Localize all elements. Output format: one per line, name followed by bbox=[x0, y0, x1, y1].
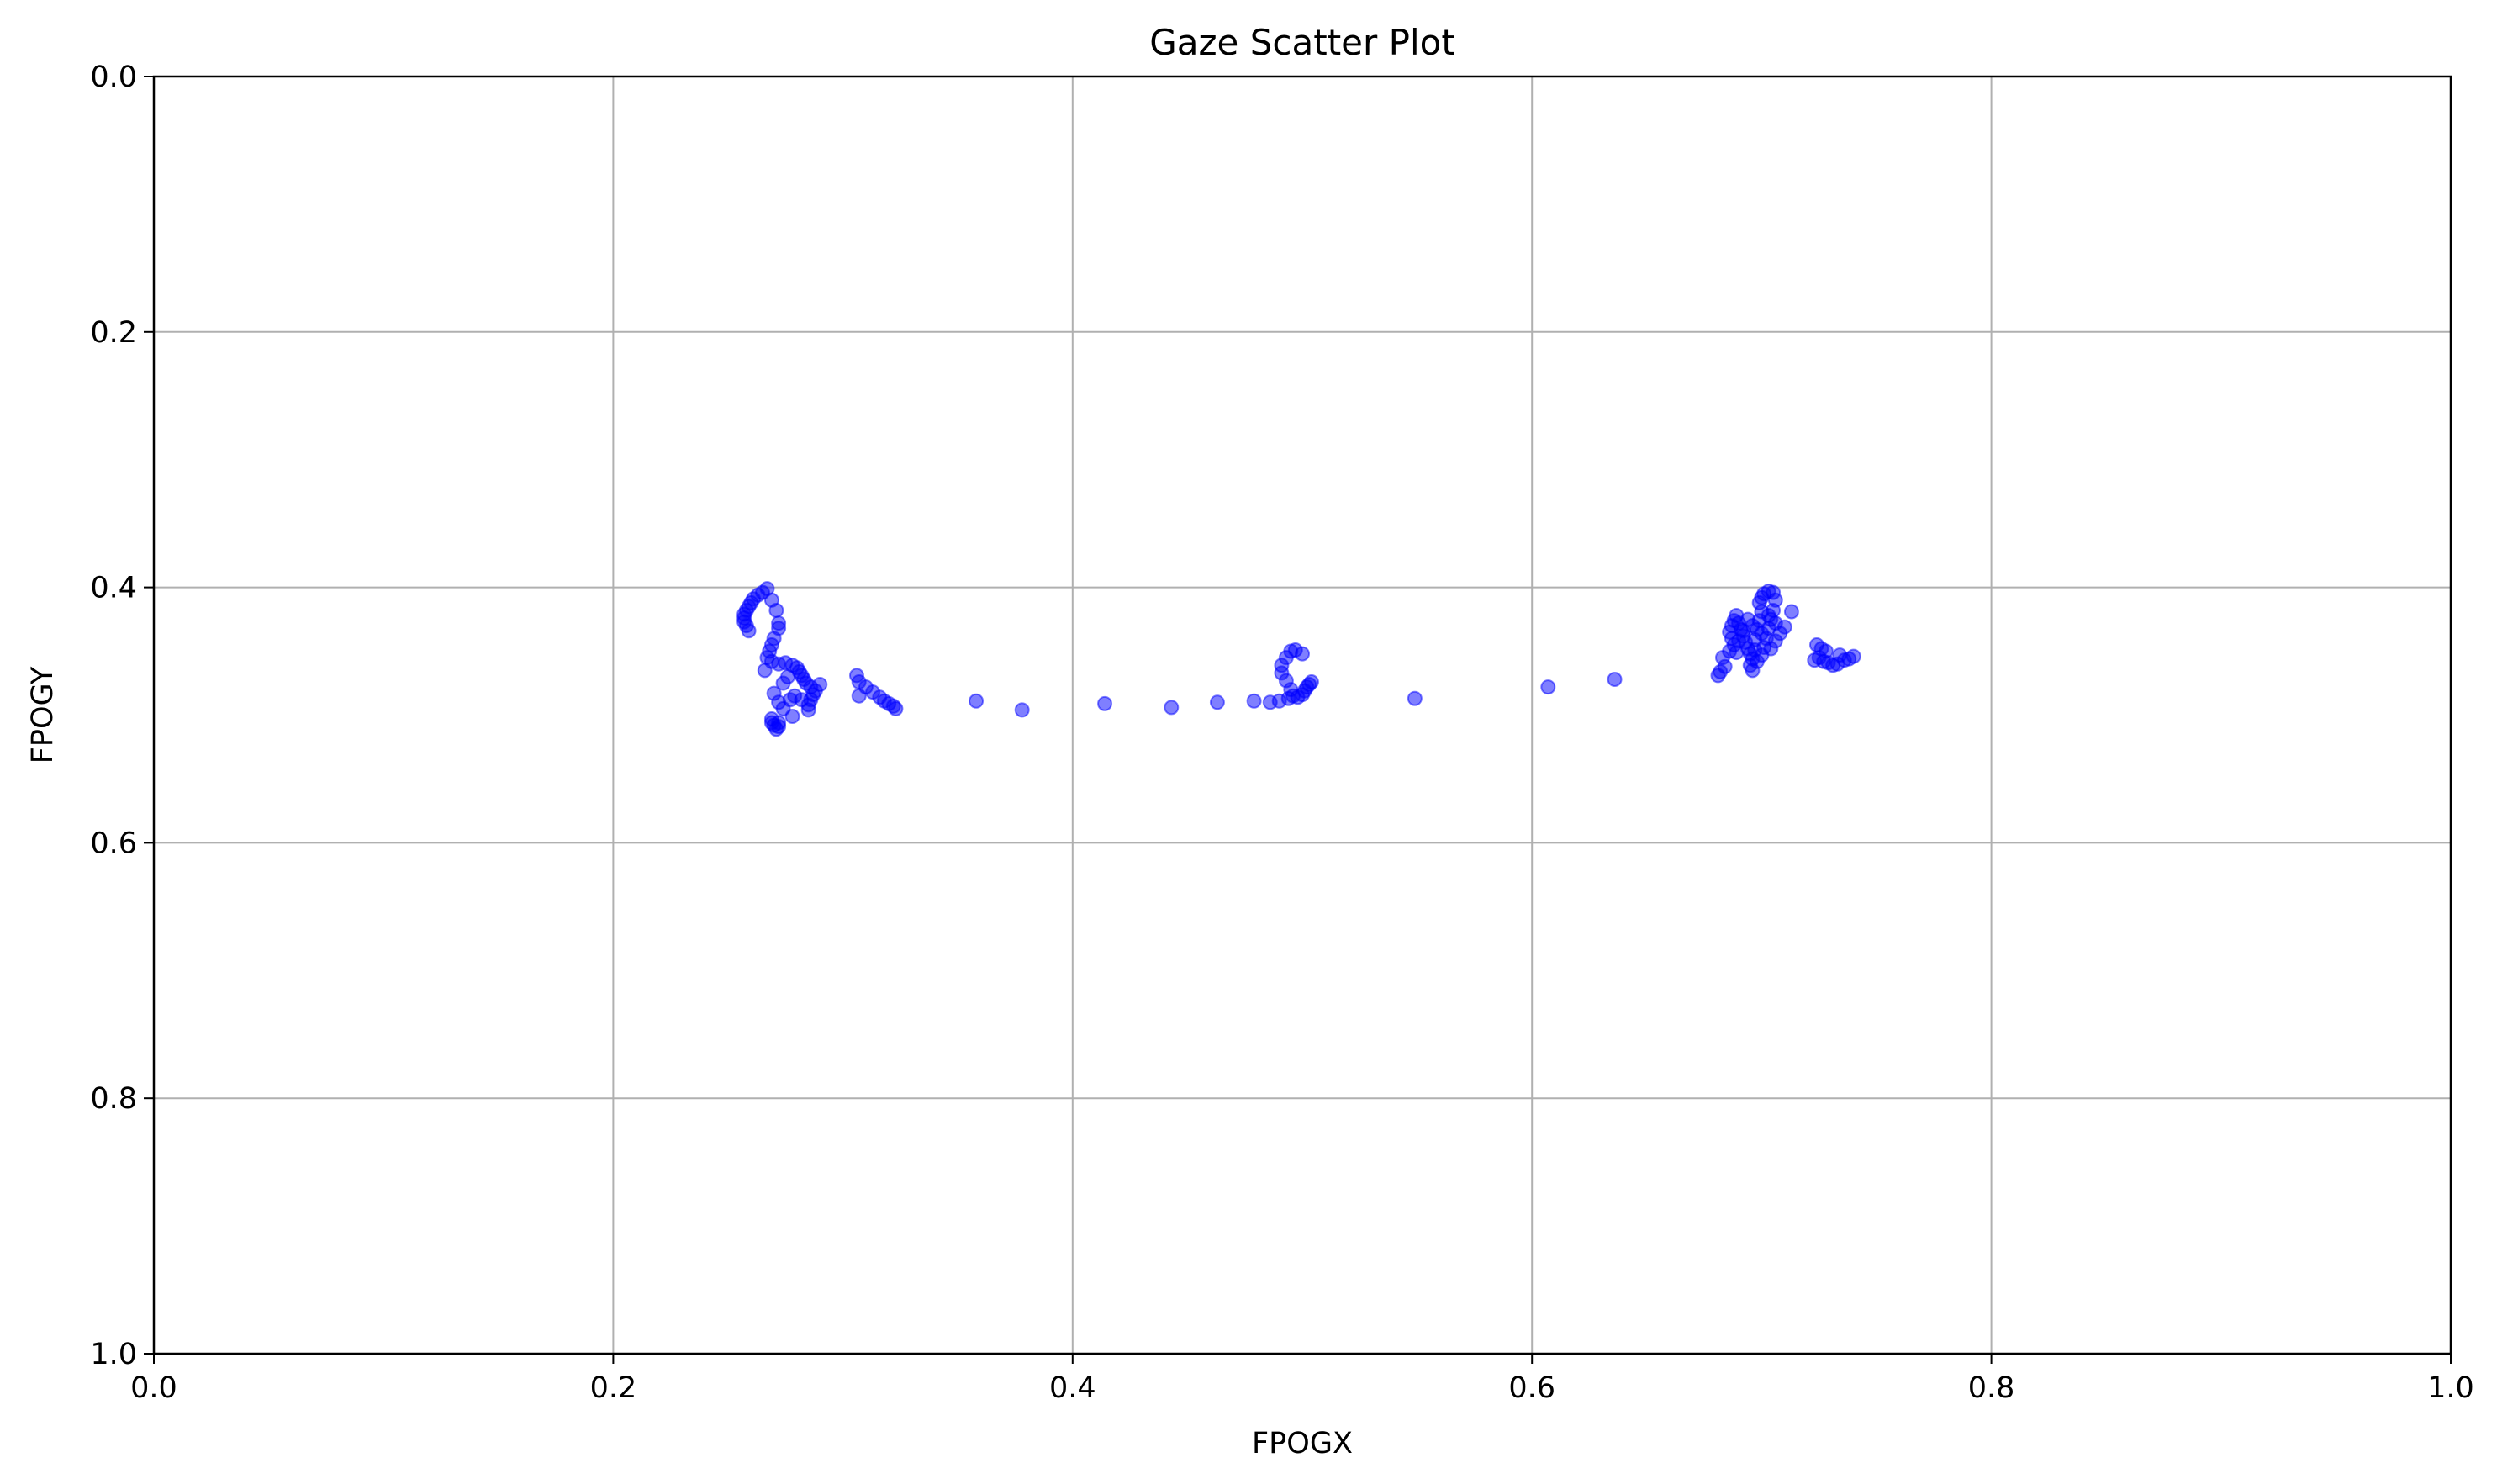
scatter-point bbox=[1807, 652, 1823, 668]
x-tick-label: 0.6 bbox=[1508, 1371, 1555, 1405]
scatter-point bbox=[1303, 674, 1319, 690]
scatter-point bbox=[1209, 694, 1225, 710]
scatter-point bbox=[1761, 608, 1776, 624]
scatter-point bbox=[851, 688, 867, 704]
scatter-point bbox=[757, 663, 773, 679]
y-tick-label: 0.2 bbox=[90, 316, 137, 350]
x-tick-label: 0.2 bbox=[590, 1371, 637, 1405]
chart-title: Gaze Scatter Plot bbox=[1149, 22, 1455, 63]
scatter-point bbox=[768, 602, 784, 618]
plot-area bbox=[154, 77, 2451, 1354]
scatter-point bbox=[1097, 695, 1113, 711]
y-tick-label: 0.4 bbox=[90, 572, 137, 605]
y-tick-label: 0.0 bbox=[90, 61, 137, 94]
scatter-point bbox=[1845, 648, 1861, 664]
y-axis-label: FPOGY bbox=[26, 666, 60, 763]
scatter-point bbox=[1783, 604, 1799, 620]
x-axis-label: FPOGX bbox=[1252, 1427, 1353, 1460]
scatter-point bbox=[771, 715, 787, 731]
x-tick-label: 0.8 bbox=[1968, 1371, 2015, 1405]
scatter-point bbox=[1164, 700, 1180, 716]
scatter-point bbox=[1295, 646, 1310, 662]
scatter-point bbox=[1607, 671, 1623, 687]
scatter-point bbox=[812, 677, 828, 693]
x-tick-label: 0.0 bbox=[130, 1371, 177, 1405]
scatter-point bbox=[1014, 702, 1030, 718]
x-tick-label: 0.4 bbox=[1049, 1371, 1096, 1405]
scatter-point bbox=[800, 702, 816, 718]
y-tick-label: 0.8 bbox=[90, 1082, 137, 1116]
scatter-point bbox=[888, 700, 904, 716]
y-tick-label: 0.6 bbox=[90, 826, 137, 860]
scatter-point bbox=[1729, 645, 1745, 661]
scatter-point bbox=[1407, 690, 1423, 706]
scatter-point bbox=[969, 693, 985, 709]
scatter-point bbox=[1540, 679, 1556, 695]
x-tick-label: 1.0 bbox=[2427, 1371, 2474, 1405]
y-tick-label: 1.0 bbox=[90, 1338, 137, 1371]
plot-frame bbox=[152, 75, 2452, 1355]
scatter-point bbox=[741, 623, 757, 639]
scatter-point bbox=[775, 675, 791, 691]
axis-ticks: 0.0 0.2 0.4 0.6 0.8 1.00.00.20.40.60.81.0 bbox=[90, 61, 2474, 1405]
data-points bbox=[736, 581, 1861, 737]
scatter-point bbox=[784, 709, 800, 725]
scatter-point bbox=[1246, 693, 1262, 709]
